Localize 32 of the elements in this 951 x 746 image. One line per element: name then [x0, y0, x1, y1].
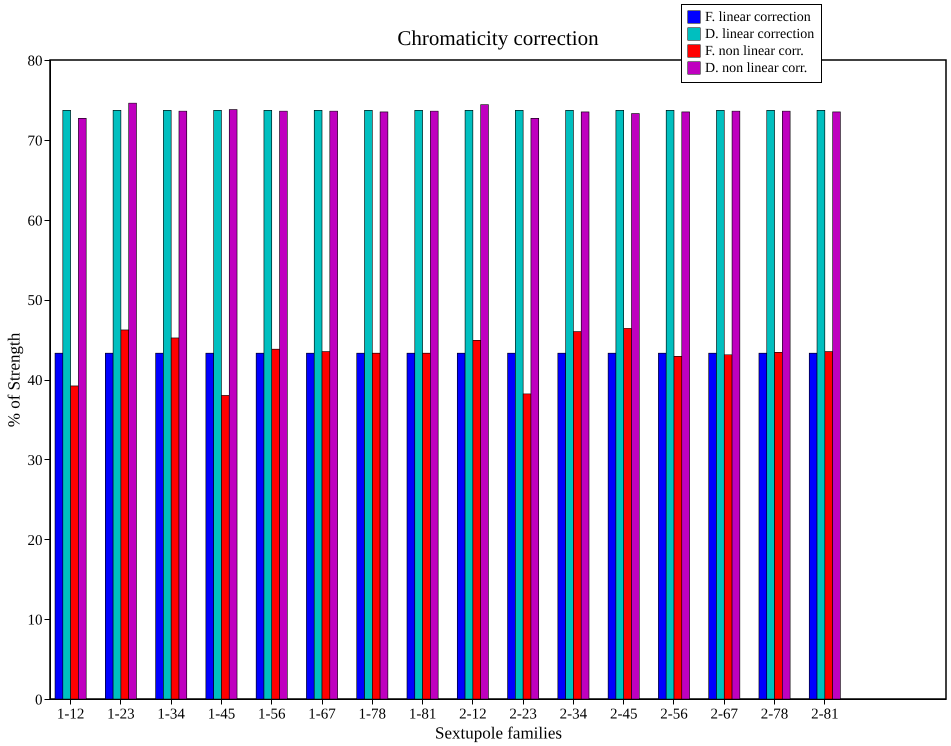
- y-tick-label: 0: [35, 692, 42, 708]
- legend-label: D. non linear corr.: [705, 61, 808, 76]
- x-tick-label: 1-34: [157, 706, 186, 722]
- x-tick-label: 2-45: [610, 706, 638, 722]
- x-tick-label: 2-81: [811, 706, 839, 722]
- x-tick-label: 1-12: [56, 706, 84, 722]
- y-tick-label: 60: [28, 213, 42, 230]
- x-tick-label: 1-67: [308, 706, 336, 722]
- x-tick-label: 1-45: [208, 706, 236, 722]
- chart-title: Chromaticity correction: [397, 26, 600, 50]
- x-tick-label: 2-34: [560, 706, 588, 722]
- legend-label: F. non linear corr.: [705, 44, 804, 59]
- x-tick-label: 1-78: [358, 706, 386, 722]
- x-tick-label: 2-12: [459, 706, 487, 722]
- legend-label: D. linear correction: [705, 27, 814, 42]
- x-tick-label: 2-23: [509, 706, 537, 722]
- x-tick-label: 1-81: [408, 706, 436, 722]
- x-axis-title: Sextupole families: [434, 724, 562, 742]
- y-tick-label: 20: [28, 532, 42, 549]
- y-tick-label: 10: [28, 612, 42, 629]
- y-tick-label: 30: [28, 452, 42, 469]
- x-tick-label: 2-56: [660, 706, 688, 722]
- y-tick-label: 80: [28, 54, 42, 70]
- y-tick-label: 40: [28, 373, 42, 389]
- x-tick-label: 2-67: [710, 706, 739, 722]
- x-tick-label: 1-56: [258, 706, 286, 722]
- x-tick-label: 1-23: [107, 706, 135, 722]
- y-axis-title: % of Strength: [4, 332, 24, 428]
- y-tick-label: 70: [28, 133, 42, 150]
- y-tick-label: 50: [28, 293, 42, 310]
- x-tick-label: 2-78: [760, 706, 788, 722]
- legend-label: F. linear correction: [705, 10, 811, 25]
